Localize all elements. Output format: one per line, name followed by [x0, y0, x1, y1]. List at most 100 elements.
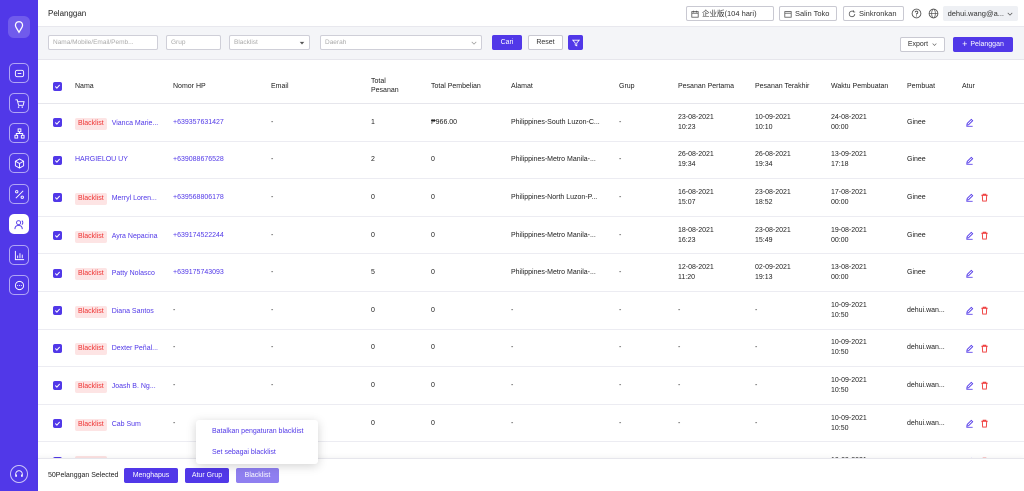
customer-total-purchase: 0 [431, 344, 435, 352]
blacklist-select[interactable]: Blacklist [229, 35, 310, 50]
date-range-selector[interactable]: 企业版(104 hari) [686, 6, 774, 21]
row-checkbox[interactable] [53, 419, 62, 429]
select-all-checkbox[interactable] [53, 82, 62, 91]
delete-icon[interactable] [980, 231, 989, 240]
edit-icon[interactable] [965, 269, 974, 278]
warehouse-nav-icon[interactable] [9, 123, 29, 143]
promotion-nav-icon[interactable] [9, 184, 29, 204]
chat-nav-icon[interactable] [9, 275, 29, 295]
customer-email: - [271, 231, 274, 239]
last-order-time-clock: 18:52 [755, 198, 773, 206]
customer-total-orders: 5 [371, 269, 375, 277]
edit-icon[interactable] [965, 118, 974, 127]
delete-icon[interactable] [980, 457, 989, 458]
customer-name-cell: Blacklist Merryl Loren... [75, 192, 157, 205]
product-nav-icon[interactable] [9, 153, 29, 173]
customer-name-link[interactable]: Dexter Peñal... [111, 345, 158, 353]
customer-phone[interactable]: +639174522244 [173, 231, 224, 239]
delete-icon[interactable] [980, 306, 989, 315]
edit-icon[interactable] [965, 381, 974, 391]
edit-icon[interactable] [965, 344, 974, 353]
delete-icon[interactable] [980, 344, 989, 353]
last-order-time: - [755, 306, 757, 316]
row-checkbox[interactable] [53, 155, 62, 165]
reset-button[interactable]: Reset [528, 35, 563, 50]
customer-phone[interactable]: +639175743093 [173, 269, 224, 277]
row-checkbox[interactable] [53, 231, 62, 241]
edit-icon[interactable] [965, 156, 974, 165]
edit-icon[interactable] [965, 306, 974, 315]
region-select[interactable]: Daerah [320, 35, 482, 50]
sync-button[interactable]: Sinkronkan [843, 6, 904, 21]
customer-table: Nama Nomor HP Email Total Pesanan Total … [38, 60, 1024, 458]
advanced-filter-button[interactable] [568, 35, 583, 50]
orders-nav-icon[interactable] [9, 93, 29, 113]
chevron-down-icon [471, 41, 477, 45]
row-checkbox[interactable] [53, 118, 62, 128]
export-button[interactable]: Export [900, 37, 945, 52]
row-checkbox[interactable] [53, 343, 62, 353]
customer-name-link[interactable]: Patty Nolasco [111, 270, 155, 278]
col-creator: Pembuat [907, 83, 936, 90]
first-order-time: - [678, 306, 680, 316]
customer-total-purchase: 0 [431, 381, 435, 389]
row-checkbox[interactable] [53, 193, 62, 203]
row-checkbox[interactable] [53, 306, 62, 316]
copy-store-button[interactable]: Salin Toko [779, 6, 837, 21]
set-blacklist-option[interactable]: Set sebagai blacklist [212, 449, 276, 456]
customer-name-link[interactable]: Merryl Loren... [111, 194, 157, 202]
customer-address: - [511, 381, 514, 389]
search-input[interactable]: Nama/Mobile/Email/Pemb... [48, 35, 158, 50]
first-order-time: - [678, 381, 680, 391]
delete-button[interactable]: Menghapus [124, 468, 178, 483]
report-nav-icon[interactable] [9, 245, 29, 265]
customer-name-cell: Blacklist Cab Sum [75, 418, 141, 431]
customer-name-link[interactable]: Joash B. Ng... [111, 382, 156, 390]
customer-name-link[interactable]: Cab Sum [111, 420, 141, 428]
edit-icon[interactable] [965, 419, 974, 428]
customer-phone[interactable]: +639568806178 [173, 193, 224, 201]
created-time-date: 10-09-2021 [831, 339, 867, 347]
app-logo[interactable] [8, 16, 30, 38]
row-checkbox[interactable] [53, 456, 62, 458]
add-customer-button[interactable]: + Pelanggan [953, 37, 1013, 52]
user-menu[interactable]: dehui.wang@a... [942, 6, 1018, 21]
created-time: 17-08-2021 00:00 [831, 188, 867, 208]
customer-phone[interactable]: +639357631427 [173, 118, 224, 126]
row-checkbox[interactable] [53, 268, 62, 278]
delete-icon[interactable] [980, 419, 989, 428]
customer-name-link[interactable]: HARGIELOU UY [75, 156, 128, 164]
caret-down-icon [299, 41, 305, 44]
search-button[interactable]: Cari [492, 35, 522, 50]
customer-name-link[interactable]: Ayra Nepacina [111, 232, 158, 240]
customer-total-orders: 0 [371, 344, 375, 352]
customer-group: - [619, 156, 622, 164]
customer-total-purchase: 0 [431, 269, 435, 277]
delete-icon[interactable] [980, 193, 989, 203]
first-order-time-date: 23-08-2021 [678, 113, 714, 121]
group-select[interactable]: Grup [166, 35, 221, 50]
delete-icon[interactable] [980, 381, 989, 391]
support-headset-icon[interactable] [10, 465, 28, 483]
top-header: Pelanggan 企业版(104 hari) Salin Toko Sinkr… [38, 0, 1024, 27]
customer-total-purchase: 0 [431, 193, 435, 201]
globe-icon[interactable] [928, 8, 939, 19]
cancel-blacklist-option[interactable]: Batalkan pengaturan blacklist [212, 428, 304, 435]
edit-icon[interactable] [965, 193, 974, 203]
customer-name-link[interactable]: Diana Santos [111, 307, 154, 315]
dashboard-nav-icon[interactable] [9, 63, 29, 83]
customer-group: - [619, 419, 622, 427]
help-icon[interactable] [911, 8, 922, 19]
row-checkbox[interactable] [53, 381, 62, 391]
customer-total-orders: 1 [371, 118, 375, 126]
created-time-date: 10-09-2021 [831, 456, 867, 458]
edit-icon[interactable] [965, 231, 974, 240]
created-time-date: 10-09-2021 [831, 414, 867, 422]
blacklist-button[interactable]: Blacklist [236, 468, 279, 483]
customer-nav-icon[interactable] [9, 214, 29, 234]
customer-phone[interactable]: +639088676528 [173, 156, 224, 164]
customer-total-orders: 0 [371, 231, 375, 239]
set-group-button[interactable]: Atur Grup [185, 468, 229, 483]
customer-name-link[interactable]: Vianca Marie... [111, 119, 159, 127]
table-row: Blacklist 10-09-2021 [38, 442, 1024, 458]
